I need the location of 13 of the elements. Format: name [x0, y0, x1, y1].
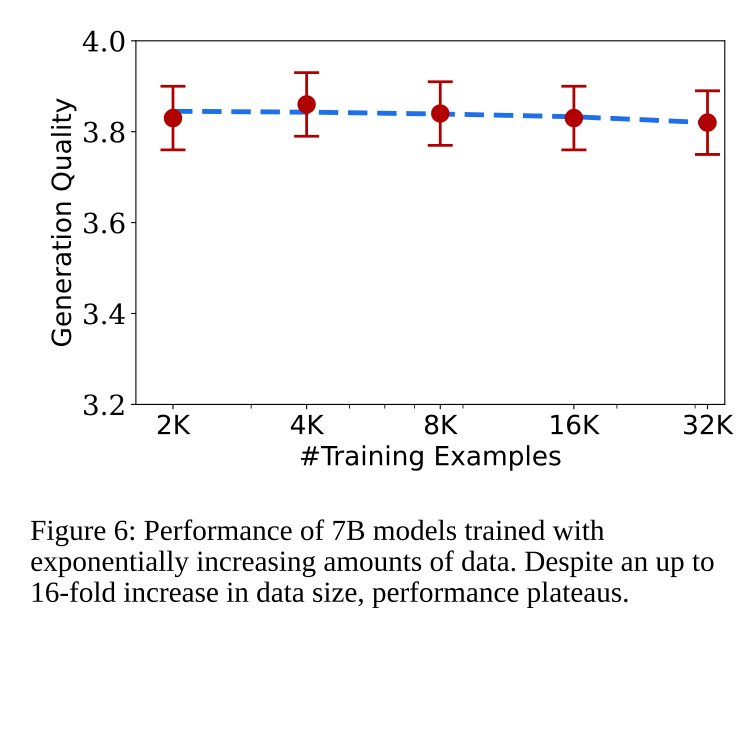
x-tick-label: 4K — [290, 414, 324, 434]
y-axis-title: Generation Quality — [50, 98, 76, 346]
x-tick-label: 2K — [158, 414, 191, 434]
y-tick-label: 4.0 — [82, 30, 124, 52]
y-tick-label: 3.4 — [84, 303, 125, 324]
x-tick-label: 8K — [425, 414, 458, 435]
caption: Figure 6: Performance of 7B models trained with exponentially increasing amounts of data. Despite an up to 16-fold increase in data size, performance plateaus. — [31, 519, 714, 608]
x-tick-label: 16K — [551, 414, 600, 435]
y-tick-label: 3.8 — [84, 122, 124, 143]
x-tick-label: 32K — [684, 414, 734, 435]
y-tick-label: 3.2 — [84, 394, 124, 416]
x-axis-title: #Training Examples — [300, 445, 560, 471]
y-tick-label: 3.6 — [84, 212, 124, 234]
